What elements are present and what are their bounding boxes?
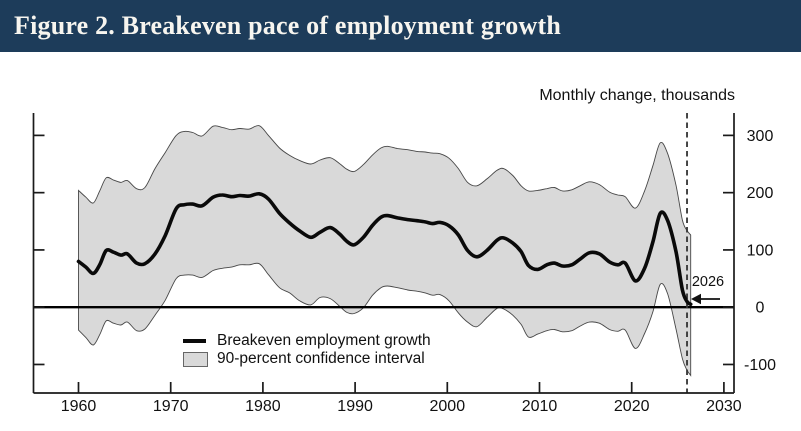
chart-svg: 300 200 100 0 -100 1960 1970 1980 1990 2000 2010 20… (32, 113, 776, 415)
left-arrow-head-icon (691, 293, 701, 305)
legend-item-breakeven: Breakeven employment growth (183, 332, 431, 350)
legend-label-breakeven: Breakeven employment growth (217, 332, 431, 349)
y-tick-label: 0 (756, 300, 765, 317)
figure-title: Figure 2. Breakeven pace of employment g… (14, 11, 561, 40)
x-tick-label: 2010 (522, 398, 558, 415)
x-tick-label: 1980 (245, 398, 281, 415)
chart-legend: Breakeven employment growth 90-percent c… (183, 332, 431, 368)
y-tick-label: 200 (747, 185, 774, 202)
x-tick-label: 1960 (61, 398, 97, 415)
line-swatch-icon (183, 339, 206, 343)
legend-label-confidence: 90-percent confidence interval (217, 350, 425, 367)
x-tick-label: 2000 (430, 398, 466, 415)
y-tick-label: -100 (744, 357, 776, 374)
y-axis-unit-label: Monthly change, thousands (539, 87, 735, 104)
y-tick-label: 100 (747, 242, 774, 259)
x-tick-label: 2030 (706, 398, 742, 415)
band-swatch-icon (183, 351, 208, 367)
x-tick-label: 1970 (153, 398, 189, 415)
figure-header: Figure 2. Breakeven pace of employment g… (0, 0, 801, 52)
confidence-band (78, 125, 692, 377)
y-tick-label: 300 (747, 128, 774, 145)
breakeven-line (76, 191, 693, 307)
x-tick-label: 2020 (614, 398, 650, 415)
x-tick-label: 1990 (337, 398, 373, 415)
vline-year-label: 2026 (691, 274, 725, 290)
legend-item-confidence: 90-percent confidence interval (183, 350, 431, 368)
